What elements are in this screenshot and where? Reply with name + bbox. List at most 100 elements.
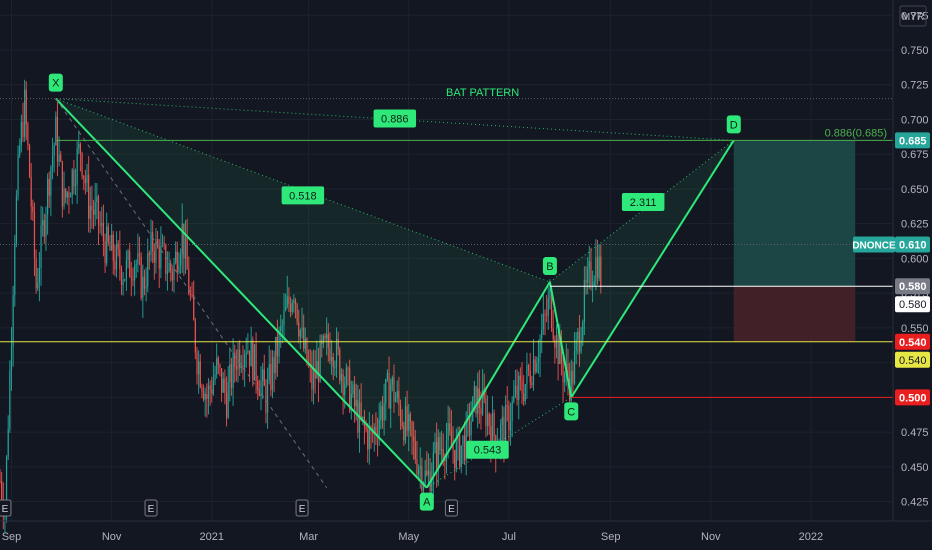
candle-body (506, 405, 508, 407)
candle-body (63, 189, 65, 207)
candle-body (217, 357, 219, 365)
candle-body (440, 449, 443, 451)
candle-body (504, 405, 507, 444)
candle-body (332, 357, 334, 368)
position-zones (733, 140, 856, 342)
pattern-leg (55, 97, 428, 489)
candle-body (380, 406, 382, 420)
candle-body (60, 154, 62, 162)
candle-body (577, 331, 579, 340)
candle-body (74, 184, 77, 186)
candle-body (399, 404, 402, 423)
candle-body (534, 359, 536, 373)
currency-badge-text: MYR (902, 12, 924, 23)
candle-body (43, 220, 45, 237)
profit-zone (733, 140, 856, 287)
horizontal-levels[interactable]: 0.886(0.685) (0, 98, 893, 398)
candle-body (316, 360, 318, 379)
candle-body (335, 338, 338, 367)
candle-body (482, 389, 484, 415)
candle-body (552, 328, 554, 340)
candle-body (503, 416, 505, 444)
candle-body (365, 426, 367, 430)
x-tick-label: Sep (601, 531, 621, 543)
candle-body (211, 389, 213, 394)
candle-body (445, 439, 448, 462)
ratio-ac-badge-text: 0.543 (474, 445, 502, 457)
candle-body (493, 412, 495, 436)
candle-body (434, 441, 436, 453)
candle-body (368, 428, 370, 450)
candle-body (112, 234, 114, 261)
x-tick-label: Nov (701, 531, 721, 543)
candle-body (171, 271, 173, 281)
candle-body (262, 369, 264, 381)
candle-body (155, 239, 157, 263)
candle-body (554, 339, 556, 348)
candle-body (69, 195, 72, 198)
candle-body (375, 426, 377, 434)
x-tick-label: Mar (299, 531, 318, 543)
price-badge-text: 0.685 (899, 135, 927, 147)
candle-body (263, 369, 265, 386)
candle-body (252, 340, 254, 381)
candle-body (15, 195, 18, 244)
candle-body (250, 340, 252, 367)
pattern-leg (570, 139, 735, 398)
candle-body (550, 289, 553, 329)
candle-body (330, 357, 333, 361)
candle-body (303, 327, 305, 349)
x-tick-label: 2022 (799, 531, 823, 543)
candle-body (107, 226, 109, 242)
candle-body (22, 122, 24, 138)
candle-body (411, 421, 413, 437)
candle-body (135, 264, 137, 266)
bcd-triangle (549, 140, 734, 398)
candle-body (437, 437, 439, 470)
candle-body (234, 352, 236, 367)
candle-body (239, 349, 241, 369)
candle-body (378, 419, 380, 438)
candle-body (473, 386, 476, 397)
candle-body (342, 373, 344, 395)
candle-body (575, 339, 577, 352)
candle-body (388, 372, 390, 409)
candle-body (427, 470, 430, 475)
candle-body (524, 384, 526, 402)
candle-body (199, 361, 201, 387)
candle-body (449, 423, 451, 431)
candle-body (404, 405, 407, 441)
candle-body (386, 372, 389, 380)
candle-body (419, 466, 421, 469)
point-label-bg (726, 115, 741, 134)
ratio-xb-badge-text: 0.518 (289, 190, 317, 202)
candle-body (120, 268, 123, 285)
bat-pattern[interactable] (55, 97, 735, 489)
candle-body (247, 350, 249, 353)
candle-body (582, 322, 584, 341)
candle-body (527, 365, 530, 371)
price-badge: 0.500 (895, 389, 930, 406)
candle-body (460, 445, 462, 467)
candle-body (285, 306, 287, 311)
candle-body (76, 148, 78, 185)
ratio-xd-badge: 0.886 (373, 109, 417, 128)
candle-body (337, 338, 339, 350)
x-tick-label: 2021 (200, 531, 224, 543)
candle-body (214, 374, 216, 381)
candle-body (355, 400, 357, 407)
price-badge: 0.685 (895, 132, 930, 149)
currency-badge: MYR (899, 5, 927, 27)
candle-body (137, 253, 139, 265)
candle-body (117, 243, 119, 250)
candle-body (275, 336, 277, 374)
candle-body (393, 377, 395, 402)
candle-body (38, 267, 40, 284)
earnings-marker-bg (144, 499, 158, 517)
candle-body (68, 192, 70, 198)
candle-body (362, 416, 364, 418)
candle-body (585, 279, 587, 283)
candle-body (130, 276, 132, 279)
